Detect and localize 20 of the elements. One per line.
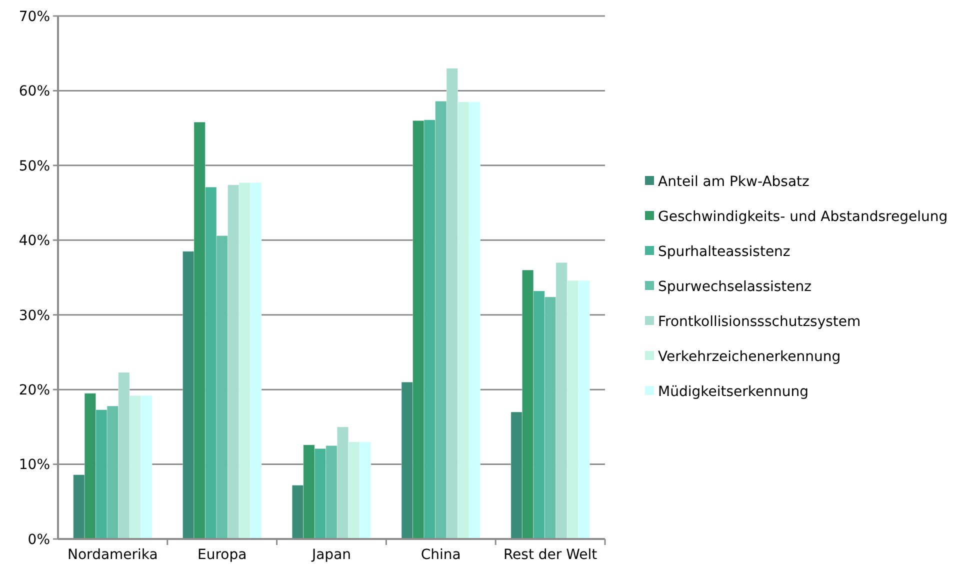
legend-label: Anteil am Pkw-Absatz [658,174,810,190]
x-tick-label: Europa [198,547,247,563]
legend-label: Spurhalteassistenz [658,244,790,260]
legend-label: Müdigkeitserkennung [658,384,808,400]
y-tick-label: 10% [18,457,50,474]
y-tick-label: 40% [18,233,50,250]
y-tick-label: 0% [28,532,50,548]
y-tick-label: 60% [18,84,50,100]
legend-label: Geschwindigkeits- und Abstandsregelung [658,208,948,225]
legend-label: Frontkollisionssschutzsystem [658,314,861,330]
legend-label: Spurwechselassistenz [658,278,812,295]
x-tick-label: Rest der Welt [503,547,598,563]
x-tick-label: Nordamerika [68,547,158,563]
y-tick-label: 70% [18,8,50,25]
y-tick-label: 20% [18,382,50,398]
x-tick-label: Japan [310,547,352,563]
y-tick-label: 50% [18,158,50,174]
x-tick-label: China [420,547,461,563]
legend-label: Verkehrzeichenerkennung [658,348,841,365]
y-tick-label: 30% [18,308,50,324]
